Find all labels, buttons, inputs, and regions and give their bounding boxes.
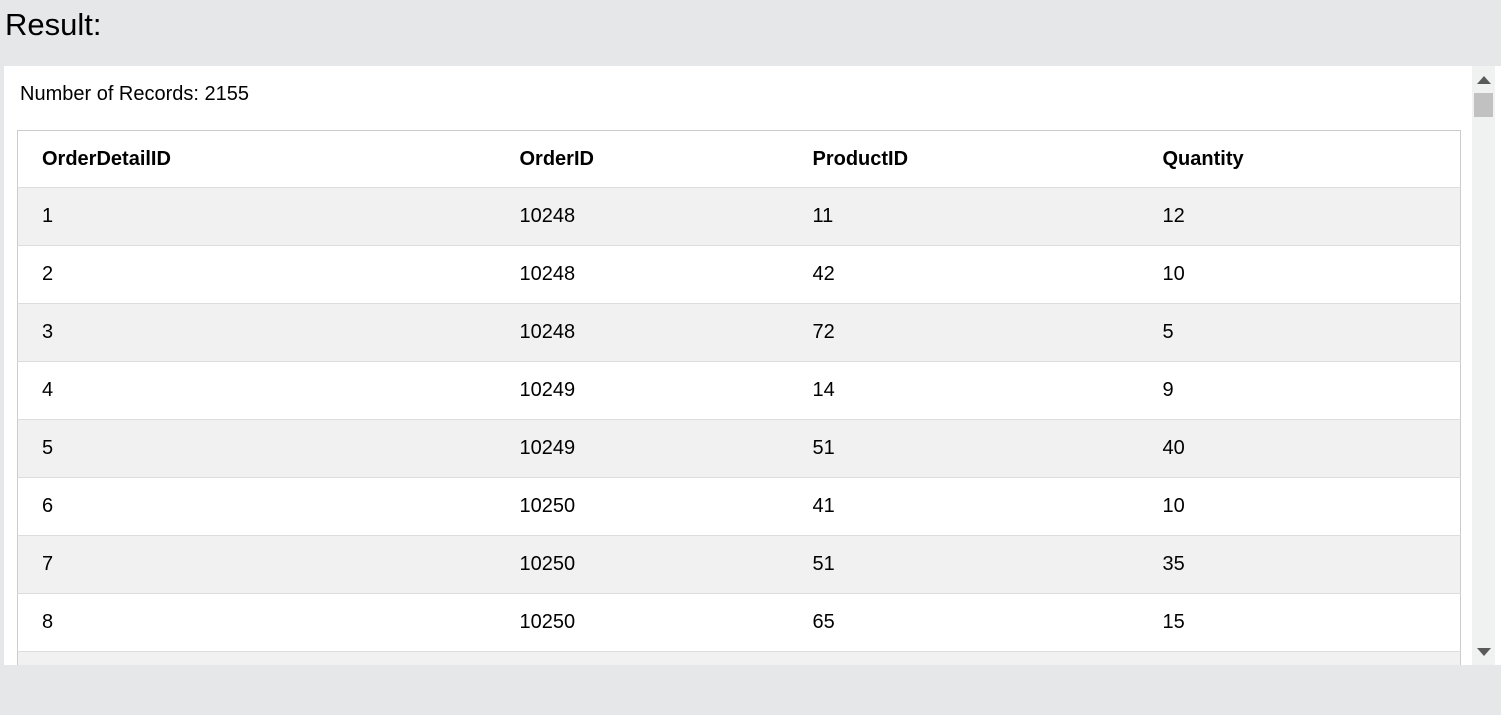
table-cell: 11 (788, 187, 1139, 246)
table-cell: 1 (17, 187, 496, 246)
column-header-orderdetailid: OrderDetailID (17, 130, 496, 188)
result-panel: Number of Records: 2155 OrderDetailID Or… (4, 66, 1501, 665)
table-cell: 9 (1138, 361, 1461, 420)
page-title: Result: (5, 7, 102, 42)
table-cell: 10250 (495, 593, 789, 652)
scrollbar-up-button[interactable] (1472, 66, 1495, 93)
table-cell (788, 651, 1139, 665)
table-header: OrderDetailID OrderID ProductID Quantity (17, 130, 1461, 188)
column-header-productid: ProductID (788, 130, 1139, 188)
vertical-scrollbar[interactable] (1472, 66, 1495, 665)
table-cell: 10 (1138, 477, 1461, 536)
table-cell: 65 (788, 593, 1139, 652)
table-cell: 10250 (495, 535, 789, 594)
table-cell: 5 (1138, 303, 1461, 362)
table-cell: 5 (17, 419, 496, 478)
table-cell: 40 (1138, 419, 1461, 478)
table-cell: 7 (17, 535, 496, 594)
table-cell: 15 (1138, 593, 1461, 652)
column-header-quantity: Quantity (1138, 130, 1461, 188)
table-row (17, 651, 1461, 665)
table-body: 1 10248 11 12 2 10248 42 10 3 10248 72 5 4 10249 14 9 5 1… (17, 187, 1461, 665)
table-row: 3 10248 72 5 (17, 303, 1461, 362)
table-cell: 10250 (495, 477, 789, 536)
table-row: 8 10250 65 15 (17, 593, 1461, 652)
table-cell: 10249 (495, 361, 789, 420)
table-cell: 42 (788, 245, 1139, 304)
table-cell (1138, 651, 1461, 665)
table-cell: 10248 (495, 245, 789, 304)
result-table: OrderDetailID OrderID ProductID Quantity… (17, 130, 1461, 665)
table-row: 7 10250 51 35 (17, 535, 1461, 594)
table-header-row: OrderDetailID OrderID ProductID Quantity (17, 130, 1461, 188)
table-cell: 51 (788, 535, 1139, 594)
record-count-label: Number of Records: 2155 (20, 83, 250, 105)
table-cell: 14 (788, 361, 1139, 420)
table-cell: 41 (788, 477, 1139, 536)
table-cell (495, 651, 789, 665)
table-row: 2 10248 42 10 (17, 245, 1461, 304)
table-cell: 8 (17, 593, 496, 652)
table-row: 6 10250 41 10 (17, 477, 1461, 536)
down-arrow-icon (1476, 647, 1491, 656)
table-cell: 72 (788, 303, 1139, 362)
table-cell: 6 (17, 477, 496, 536)
table-cell: 12 (1138, 187, 1461, 246)
table-cell: 10248 (495, 187, 789, 246)
table-row: 1 10248 11 12 (17, 187, 1461, 246)
table-cell: 10249 (495, 419, 789, 478)
scrollbar-down-button[interactable] (1472, 638, 1495, 665)
table-cell: 10248 (495, 303, 789, 362)
table-cell: 2 (17, 245, 496, 304)
table-cell: 4 (17, 361, 496, 420)
table-cell: 51 (788, 419, 1139, 478)
table-cell (17, 651, 496, 665)
table-row: 5 10249 51 40 (17, 419, 1461, 478)
table-cell: 10 (1138, 245, 1461, 304)
table-cell: 3 (17, 303, 496, 362)
table-cell: 35 (1138, 535, 1461, 594)
scrollbar-thumb[interactable] (1474, 93, 1493, 117)
up-arrow-icon (1476, 75, 1491, 84)
column-header-orderid: OrderID (495, 130, 789, 188)
table-row: 4 10249 14 9 (17, 361, 1461, 420)
